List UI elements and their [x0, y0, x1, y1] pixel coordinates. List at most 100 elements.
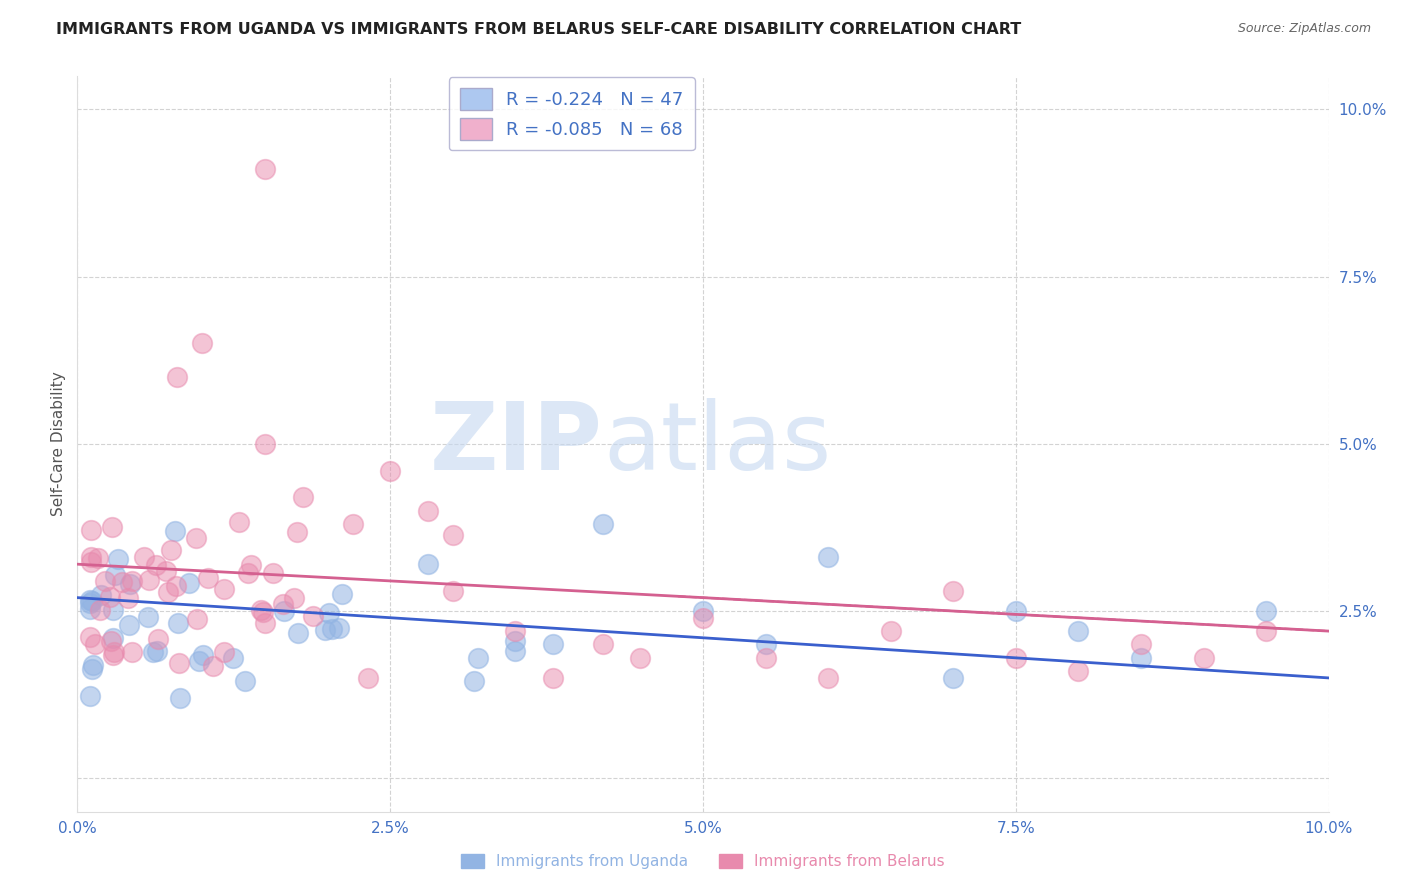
- Legend: Immigrants from Uganda, Immigrants from Belarus: Immigrants from Uganda, Immigrants from …: [456, 848, 950, 875]
- Point: [157, 584, 180, 599]
- Point: [101, 602, 124, 616]
- Point: [80, 594, 103, 608]
- Point: [441, 583, 464, 598]
- Point: [262, 566, 284, 580]
- Point: [250, 603, 273, 617]
- Point: [138, 610, 160, 624]
- Point: [167, 616, 190, 631]
- Point: [441, 528, 464, 542]
- Point: [416, 557, 439, 571]
- Point: [692, 604, 714, 618]
- Point: [416, 503, 439, 517]
- Point: [163, 524, 186, 538]
- Point: [754, 637, 776, 651]
- Point: [342, 516, 364, 531]
- Point: [134, 550, 156, 565]
- Point: [271, 597, 294, 611]
- Point: [101, 520, 124, 534]
- Point: [692, 610, 714, 624]
- Point: [592, 637, 614, 651]
- Point: [146, 632, 169, 646]
- Text: IMMIGRANTS FROM UGANDA VS IMMIGRANTS FROM BELARUS SELF-CARE DISABILITY CORRELATI: IMMIGRANTS FROM UGANDA VS IMMIGRANTS FRO…: [56, 22, 1022, 37]
- Point: [1192, 651, 1215, 665]
- Point: [463, 673, 485, 688]
- Point: [817, 550, 839, 565]
- Point: [1254, 624, 1277, 639]
- Point: [212, 582, 235, 596]
- Point: [1067, 624, 1090, 639]
- Point: [505, 633, 527, 648]
- Point: [187, 655, 209, 669]
- Point: [505, 624, 527, 639]
- Point: [592, 516, 614, 531]
- Text: ZIP: ZIP: [430, 398, 603, 490]
- Point: [1130, 651, 1153, 665]
- Text: Source: ZipAtlas.com: Source: ZipAtlas.com: [1237, 22, 1371, 36]
- Point: [321, 623, 343, 637]
- Point: [880, 624, 903, 639]
- Point: [138, 574, 160, 588]
- Point: [177, 576, 200, 591]
- Point: [253, 616, 276, 631]
- Point: [100, 634, 122, 648]
- Point: [467, 651, 489, 665]
- Point: [1067, 664, 1090, 678]
- Point: [186, 612, 208, 626]
- Point: [318, 606, 340, 620]
- Point: [121, 574, 143, 589]
- Point: [253, 436, 276, 450]
- Point: [191, 336, 214, 351]
- Point: [166, 369, 188, 384]
- Point: [79, 630, 101, 644]
- Point: [1130, 637, 1153, 651]
- Point: [120, 577, 142, 591]
- Point: [541, 637, 564, 651]
- Point: [214, 645, 236, 659]
- Point: [252, 605, 274, 619]
- Point: [541, 671, 564, 685]
- Point: [101, 631, 124, 645]
- Point: [103, 645, 125, 659]
- Point: [80, 549, 103, 564]
- Y-axis label: Self-Care Disability: Self-Care Disability: [51, 371, 66, 516]
- Point: [302, 609, 325, 624]
- Point: [191, 648, 214, 662]
- Point: [121, 645, 143, 659]
- Point: [80, 523, 103, 537]
- Point: [287, 625, 309, 640]
- Point: [107, 551, 129, 566]
- Point: [201, 659, 224, 673]
- Point: [291, 490, 314, 504]
- Point: [330, 587, 353, 601]
- Point: [1004, 604, 1026, 618]
- Point: [817, 671, 839, 685]
- Point: [104, 568, 127, 582]
- Point: [145, 558, 167, 572]
- Point: [754, 651, 776, 665]
- Point: [80, 555, 103, 569]
- Point: [169, 691, 191, 706]
- Point: [314, 623, 336, 637]
- Point: [118, 618, 141, 632]
- Point: [505, 644, 527, 658]
- Point: [285, 525, 308, 540]
- Point: [630, 651, 652, 665]
- Point: [117, 591, 139, 606]
- Point: [186, 532, 208, 546]
- Point: [167, 656, 190, 670]
- Point: [79, 597, 101, 611]
- Point: [357, 671, 380, 685]
- Point: [82, 662, 104, 676]
- Point: [100, 590, 122, 604]
- Point: [253, 162, 276, 177]
- Point: [228, 515, 250, 529]
- Point: [84, 636, 107, 650]
- Point: [380, 464, 402, 478]
- Point: [197, 571, 219, 585]
- Point: [103, 648, 125, 662]
- Point: [160, 542, 183, 557]
- Point: [155, 564, 177, 578]
- Point: [79, 602, 101, 616]
- Point: [89, 603, 111, 617]
- Point: [240, 558, 263, 572]
